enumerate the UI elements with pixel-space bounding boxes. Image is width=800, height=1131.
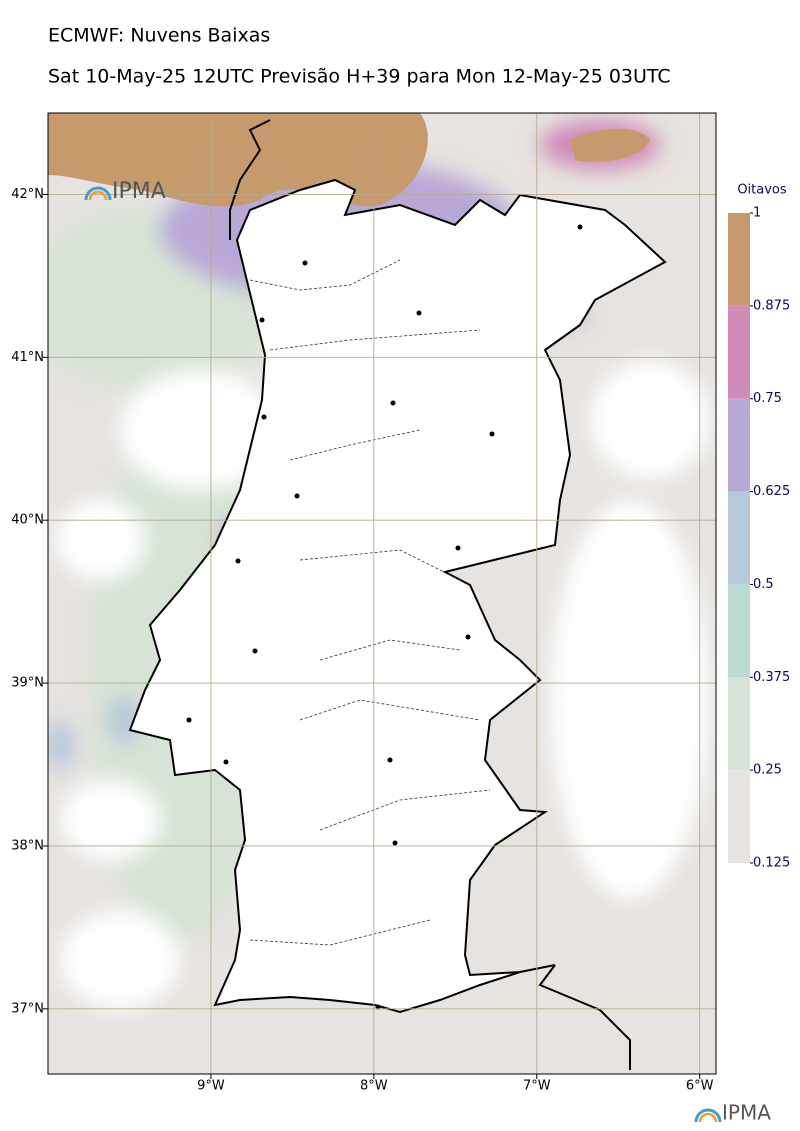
x-tick-label: 6°W	[686, 1079, 714, 1094]
colorbar-segment	[728, 677, 750, 771]
colorbar-segment	[728, 398, 750, 492]
y-tick-label: 40°N	[11, 513, 44, 528]
logo-text: IPMA	[722, 1101, 771, 1125]
colorbar-label: 0.25	[753, 763, 782, 778]
colorbar-label: 1	[753, 206, 761, 221]
x-tick-label: 7°W	[523, 1079, 551, 1094]
subtitle: Sat 10-May-25 12UTC Previsão H+39 para M…	[48, 66, 671, 88]
x-tick-label: 8°W	[360, 1079, 388, 1094]
y-tick-label: 37°N	[11, 1001, 44, 1016]
map-area	[48, 113, 716, 1074]
colorbar-segment	[728, 770, 750, 863]
cities	[186, 224, 583, 1010]
colorbar-label: 0.75	[753, 391, 782, 406]
portugal-outline	[128, 178, 667, 1014]
colorbar-segment	[728, 305, 750, 399]
map-frame	[47, 112, 717, 1075]
y-tick-label: 41°N	[11, 350, 44, 365]
y-tick-label: 38°N	[11, 838, 44, 853]
colorbar-segment	[728, 491, 750, 585]
colorbar-segment	[728, 213, 750, 306]
cloud-high	[570, 128, 650, 162]
colorbar-title: Oitavos	[737, 183, 787, 198]
title: ECMWF: Nuvens Baixas	[48, 25, 270, 47]
colorbar-label: 0.375	[753, 670, 790, 685]
colorbar-label: 0.5	[753, 577, 774, 592]
colorbar-segment	[728, 584, 750, 678]
district-borders	[249, 259, 491, 946]
colorbar-label: 0.625	[753, 484, 790, 499]
colorbar-label: 0.125	[753, 856, 790, 871]
logo: IPMA IPMA	[84, 179, 771, 1125]
y-tick-label: 39°N	[11, 676, 44, 691]
x-tick-label: 9°W	[197, 1079, 225, 1094]
logo-text: IPMA	[112, 179, 166, 204]
colorbar-label: 0.875	[753, 298, 790, 313]
graticule	[48, 113, 716, 1074]
y-tick-label: 42°N	[11, 187, 44, 202]
spain-coast	[229, 119, 631, 1070]
